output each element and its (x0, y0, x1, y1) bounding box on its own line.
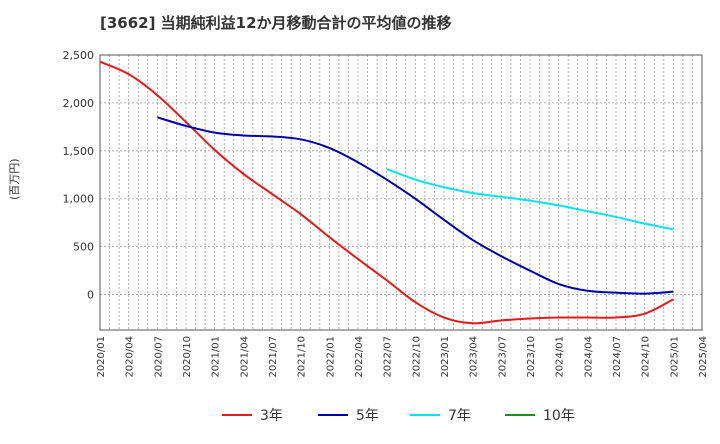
y-axis-label: (百万円) (8, 158, 21, 200)
x-tick-label: 2020/10 (182, 336, 193, 378)
x-tick-label: 2020/07 (153, 336, 164, 378)
x-tick-label: 2022/01 (325, 336, 336, 378)
x-tick-label: 2023/10 (526, 336, 537, 378)
x-tick-label: 2024/10 (641, 336, 652, 378)
x-tick-labels: 2020/01 2020/04 2020/07 2020/10 2021/01 2021/… (96, 336, 709, 378)
y-tick-label: 1,000 (63, 193, 95, 206)
y-tick-label: 2,500 (63, 49, 95, 62)
x-tick-label: 2021/10 (297, 336, 308, 378)
legend-label: 5年 (356, 408, 379, 424)
x-tick-label: 2022/10 (411, 336, 422, 378)
y-tick-labels: 0 500 1,000 1,500 2,000 2,500 (63, 49, 95, 302)
series-line (157, 116, 674, 295)
x-tick-label: 2023/04 (469, 336, 480, 378)
series-line (99, 60, 674, 325)
y-tick-label: 0 (87, 289, 94, 302)
x-tick-label: 2024/04 (583, 336, 594, 378)
grid-lines (99, 54, 703, 330)
x-tick-label: 2020/01 (96, 336, 107, 378)
y-tick-label: 500 (73, 241, 94, 254)
x-tick-label: 2024/07 (612, 336, 623, 378)
series-line (386, 168, 674, 231)
x-tick-label: 2023/01 (440, 336, 451, 378)
x-tick-label: 2025/04 (698, 336, 709, 378)
legend-label: 10年 (543, 408, 575, 424)
legend-label: 7年 (448, 408, 471, 424)
series-lines (99, 60, 674, 325)
x-tick-label: 2021/07 (268, 336, 279, 378)
x-tick-label: 2021/04 (239, 336, 250, 378)
legend-label: 3年 (260, 408, 283, 424)
chart-title: [3662] 当期純利益12か月移動合計の平均値の推移 (100, 14, 452, 32)
x-tick-label: 2020/04 (125, 336, 136, 378)
x-tick-label: 2023/07 (497, 336, 508, 378)
y-tick-label: 1,500 (63, 145, 95, 158)
x-tick-label: 2025/01 (669, 336, 680, 378)
x-tick-label: 2024/01 (555, 336, 566, 378)
x-tick-label: 2022/07 (383, 336, 394, 378)
plot-frame (99, 54, 703, 331)
y-tick-label: 2,000 (63, 97, 95, 110)
x-tick-label: 2022/04 (354, 336, 365, 378)
legend: 3年 5年 7年 10年 (222, 408, 575, 424)
x-tick-label: 2021/01 (211, 336, 222, 378)
